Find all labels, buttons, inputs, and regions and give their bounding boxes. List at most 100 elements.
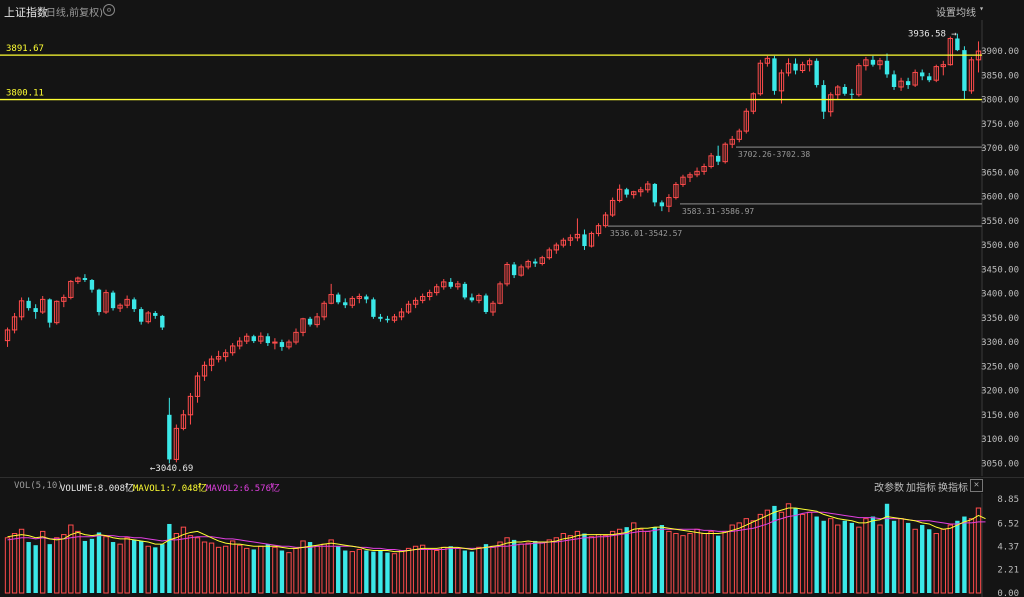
candle-body [849, 93, 855, 95]
close-icon[interactable]: ✕ [970, 479, 983, 492]
candle-body [483, 295, 489, 312]
volume-bar [631, 522, 637, 594]
volume-bar [863, 518, 869, 594]
volume-bar [588, 536, 595, 594]
candle-body [553, 244, 560, 251]
volume-bar [201, 541, 208, 594]
candle-body [968, 59, 975, 92]
volume-bar [18, 528, 25, 594]
candle-body [560, 239, 567, 246]
volume-bar [553, 537, 560, 594]
candle-body [265, 336, 271, 344]
candle-body [785, 63, 792, 74]
volume-bar [54, 537, 60, 594]
candle-body [940, 64, 946, 68]
line-price-label: 3891.67 [6, 44, 44, 54]
volume-bar [208, 542, 215, 594]
candle-body [4, 329, 11, 342]
candle-body [842, 86, 847, 94]
volume-tick-label: 8.85 [997, 495, 1019, 505]
candle-body [321, 302, 327, 318]
add-indicator-button[interactable]: 加指标 [906, 483, 936, 494]
volume-bar [215, 546, 222, 594]
switch-indicator-button[interactable]: 换指标 [938, 483, 968, 494]
volume-bar [955, 520, 960, 593]
volume-bar [343, 550, 348, 593]
candle-body [533, 261, 538, 264]
y-tick-label: 3300.00 [981, 338, 1019, 348]
volume-bar [314, 545, 320, 594]
candle-body [33, 308, 38, 312]
volume-bar [772, 505, 777, 593]
candle-body [251, 336, 256, 342]
candle-body [743, 110, 749, 132]
volume-bar [645, 530, 651, 594]
volume-bar [595, 534, 602, 594]
candle-body [722, 143, 728, 163]
y-tick-label: 3600.00 [981, 193, 1019, 203]
volume-bar [490, 545, 496, 594]
volume-bar [336, 546, 341, 593]
candle-body [426, 292, 433, 297]
volume-bar [419, 544, 426, 594]
price-chart[interactable]: 3900.00 3850.00 3800.00 3750.00 3700.00 3650.… [0, 20, 1024, 476]
candle-body [110, 292, 116, 309]
volume-bar [258, 545, 264, 594]
candle-body [764, 57, 771, 64]
y-tick-label: 3450.00 [981, 265, 1019, 275]
candle-body [103, 292, 109, 313]
volume-bar [131, 539, 137, 593]
y-tick-label: 3850.00 [981, 71, 1019, 81]
volume-bar [898, 518, 904, 594]
volume-bar [877, 524, 883, 594]
gear-icon[interactable]: ⚙ [103, 4, 115, 16]
candle-body [258, 335, 264, 342]
volume-bar [905, 522, 911, 593]
volume-bar [975, 507, 982, 594]
candle-body [398, 311, 405, 318]
volume-bar [124, 537, 130, 594]
candle-body [588, 232, 595, 247]
volume-bar [237, 544, 243, 594]
y-tick-label: 3900.00 [981, 47, 1019, 57]
volume-bar [567, 535, 574, 594]
volume-bar [687, 533, 693, 594]
chevron-down-icon[interactable]: ▾ [979, 4, 984, 13]
volume-bar [920, 525, 925, 593]
candle-body [448, 281, 453, 287]
candle-body [912, 71, 918, 86]
volume-bar [229, 540, 236, 594]
volume-bar [272, 546, 278, 594]
volume-bar [398, 550, 405, 594]
candle-body [201, 364, 208, 377]
set-ma-button[interactable]: 设置均线 [936, 8, 976, 19]
volume-bar [117, 543, 123, 594]
y-tick-label: 3100.00 [981, 435, 1019, 445]
volume-bar [673, 533, 679, 594]
change-params-button[interactable]: 改参数 [874, 483, 904, 494]
candle-body [237, 340, 243, 347]
volume-bar [180, 526, 187, 594]
candle-body [371, 299, 376, 317]
volume-bar [40, 530, 46, 594]
candle-body [385, 318, 390, 321]
candle-body [793, 63, 798, 71]
candle-body [279, 342, 285, 347]
volume-bar [194, 537, 201, 594]
volume-bar [469, 551, 475, 593]
volume-bar [729, 524, 735, 594]
volume-bar [574, 530, 581, 594]
volume-bar [708, 530, 714, 594]
volume-bar [736, 522, 742, 594]
volume-bar [504, 537, 510, 594]
volume-chart[interactable]: 8.85 6.52 4.37 2.21 0.00 [0, 493, 1024, 597]
candle-body [497, 283, 503, 304]
volume-bar [145, 545, 151, 594]
candle-body [638, 189, 644, 193]
candle-body [624, 189, 629, 195]
candle-body [708, 155, 714, 168]
volume-bar [378, 550, 383, 593]
volume-bar [609, 530, 616, 594]
candle-body [525, 261, 531, 268]
candle-body [180, 414, 187, 429]
